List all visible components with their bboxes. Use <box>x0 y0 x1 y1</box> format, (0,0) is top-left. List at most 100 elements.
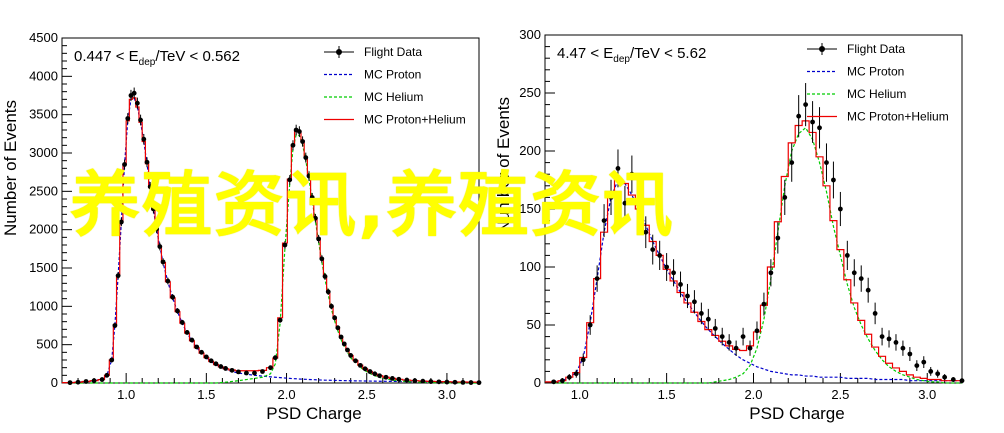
flight-data-point <box>643 229 649 235</box>
flight-data-point <box>372 371 378 377</box>
flight-data-point <box>950 377 956 382</box>
y-tick-label: 50 <box>527 317 541 332</box>
flight-data-point <box>629 171 635 177</box>
y-tick-label: 100 <box>519 259 541 274</box>
flight-data-point <box>218 364 224 369</box>
flight-data-point <box>685 293 690 299</box>
flight-data-point <box>329 303 334 309</box>
flight-data-point <box>886 336 892 342</box>
flight-data-point <box>236 369 241 375</box>
flight-data-point <box>272 355 278 361</box>
flight-data-point <box>775 235 781 241</box>
flight-data-point <box>928 369 934 374</box>
flight-data-point <box>170 294 176 300</box>
flight-data-point <box>316 236 322 242</box>
flight-data-point <box>290 142 296 148</box>
flight-data-point <box>803 102 809 107</box>
flight-data-point <box>587 322 593 328</box>
flight-data-point <box>260 369 265 374</box>
x-tick-label: 1.0 <box>117 387 135 402</box>
flight-data-point <box>157 244 163 249</box>
flight-data-point <box>551 379 557 385</box>
mc-helium-line <box>553 126 962 384</box>
flight-data-point <box>362 366 368 372</box>
x-axis-title: PSD Charge <box>749 404 844 423</box>
flight-data-point <box>942 374 948 380</box>
x-axis-title: PSD Charge <box>266 404 361 423</box>
flight-data-point <box>468 380 474 385</box>
legend-label: MC Proton+Helium <box>364 113 466 127</box>
energy-range-label: 4.47 < Edep/TeV < 5.62 <box>557 45 706 65</box>
flight-data-point <box>740 334 746 339</box>
flight-data-point <box>208 358 214 364</box>
y-tick-label: 1500 <box>29 260 58 275</box>
flight-data-point <box>147 184 153 190</box>
flight-data-point <box>754 328 760 334</box>
flight-data-point <box>824 160 829 166</box>
y-tick-label: 3500 <box>29 107 58 122</box>
flight-data-point <box>338 334 344 340</box>
legend-label: MC Helium <box>847 87 906 101</box>
x-tick-label: 3.0 <box>438 387 456 402</box>
flight-data-point <box>203 354 209 360</box>
y-tick-label: 4000 <box>29 68 58 83</box>
flight-data-point <box>844 253 850 258</box>
flight-data-point <box>325 289 331 295</box>
flight-data-point <box>851 270 857 276</box>
flight-data-point <box>335 325 341 331</box>
flight-data-point <box>83 379 89 384</box>
flight-data-point <box>914 363 920 368</box>
y-tick-label: 150 <box>519 201 541 216</box>
flight-data-point <box>747 345 753 351</box>
y-tick-label: 1000 <box>29 298 58 313</box>
flight-data-point <box>396 376 402 382</box>
flight-data-point <box>782 195 788 200</box>
flight-data-point <box>144 159 150 165</box>
flight-data-point <box>345 347 350 353</box>
flight-data-point <box>460 379 466 385</box>
flight-data-point <box>341 341 347 347</box>
flight-data-point <box>332 315 338 321</box>
legend-marker <box>819 46 825 52</box>
y-tick-label: 3000 <box>29 145 58 160</box>
legend-label: Flight Data <box>364 45 422 59</box>
legend-label: MC Helium <box>364 90 423 104</box>
flight-data-point <box>306 173 312 179</box>
flight-data-point <box>712 326 718 331</box>
flight-data-point <box>313 215 318 221</box>
mc-proton-line <box>553 179 962 383</box>
flight-data-point <box>184 330 190 335</box>
flight-data-point <box>383 374 389 380</box>
x-tick-label: 2.5 <box>831 387 849 402</box>
flight-data-point <box>125 116 131 121</box>
flight-data-point <box>796 113 802 119</box>
flight-data-point <box>122 162 127 167</box>
flight-data-point <box>287 177 293 183</box>
flight-data-point <box>282 242 288 248</box>
watermark: 养殖资讯,养殖资讯 <box>70 164 675 246</box>
flight-data-point <box>199 349 204 355</box>
flight-data-point <box>566 374 572 380</box>
flight-data-point <box>817 125 822 131</box>
flight-data-point <box>865 287 871 293</box>
flight-data-point <box>91 378 97 384</box>
flight-data-point <box>636 206 642 212</box>
flight-data-point <box>900 345 906 351</box>
flight-data-point <box>664 264 670 270</box>
x-tick-label: 1.5 <box>197 387 215 402</box>
flight-data-point <box>608 195 614 200</box>
y-axis-title: Number of Events <box>494 97 513 233</box>
x-tick-label: 3.0 <box>918 387 936 402</box>
flight-data-point <box>476 380 482 386</box>
legend-label: MC Proton+Helium <box>847 110 949 124</box>
x-tick-label: 1.5 <box>658 387 676 402</box>
flight-data-point <box>75 379 81 385</box>
flight-data-point <box>99 377 105 382</box>
flight-data-point <box>428 379 434 384</box>
flight-data-point <box>768 270 774 276</box>
legend-label: MC Proton <box>847 65 904 79</box>
flight-data-point <box>118 219 124 225</box>
flight-data-point <box>175 308 180 314</box>
y-tick-label: 4500 <box>29 30 58 45</box>
flight-data-point <box>138 117 143 123</box>
